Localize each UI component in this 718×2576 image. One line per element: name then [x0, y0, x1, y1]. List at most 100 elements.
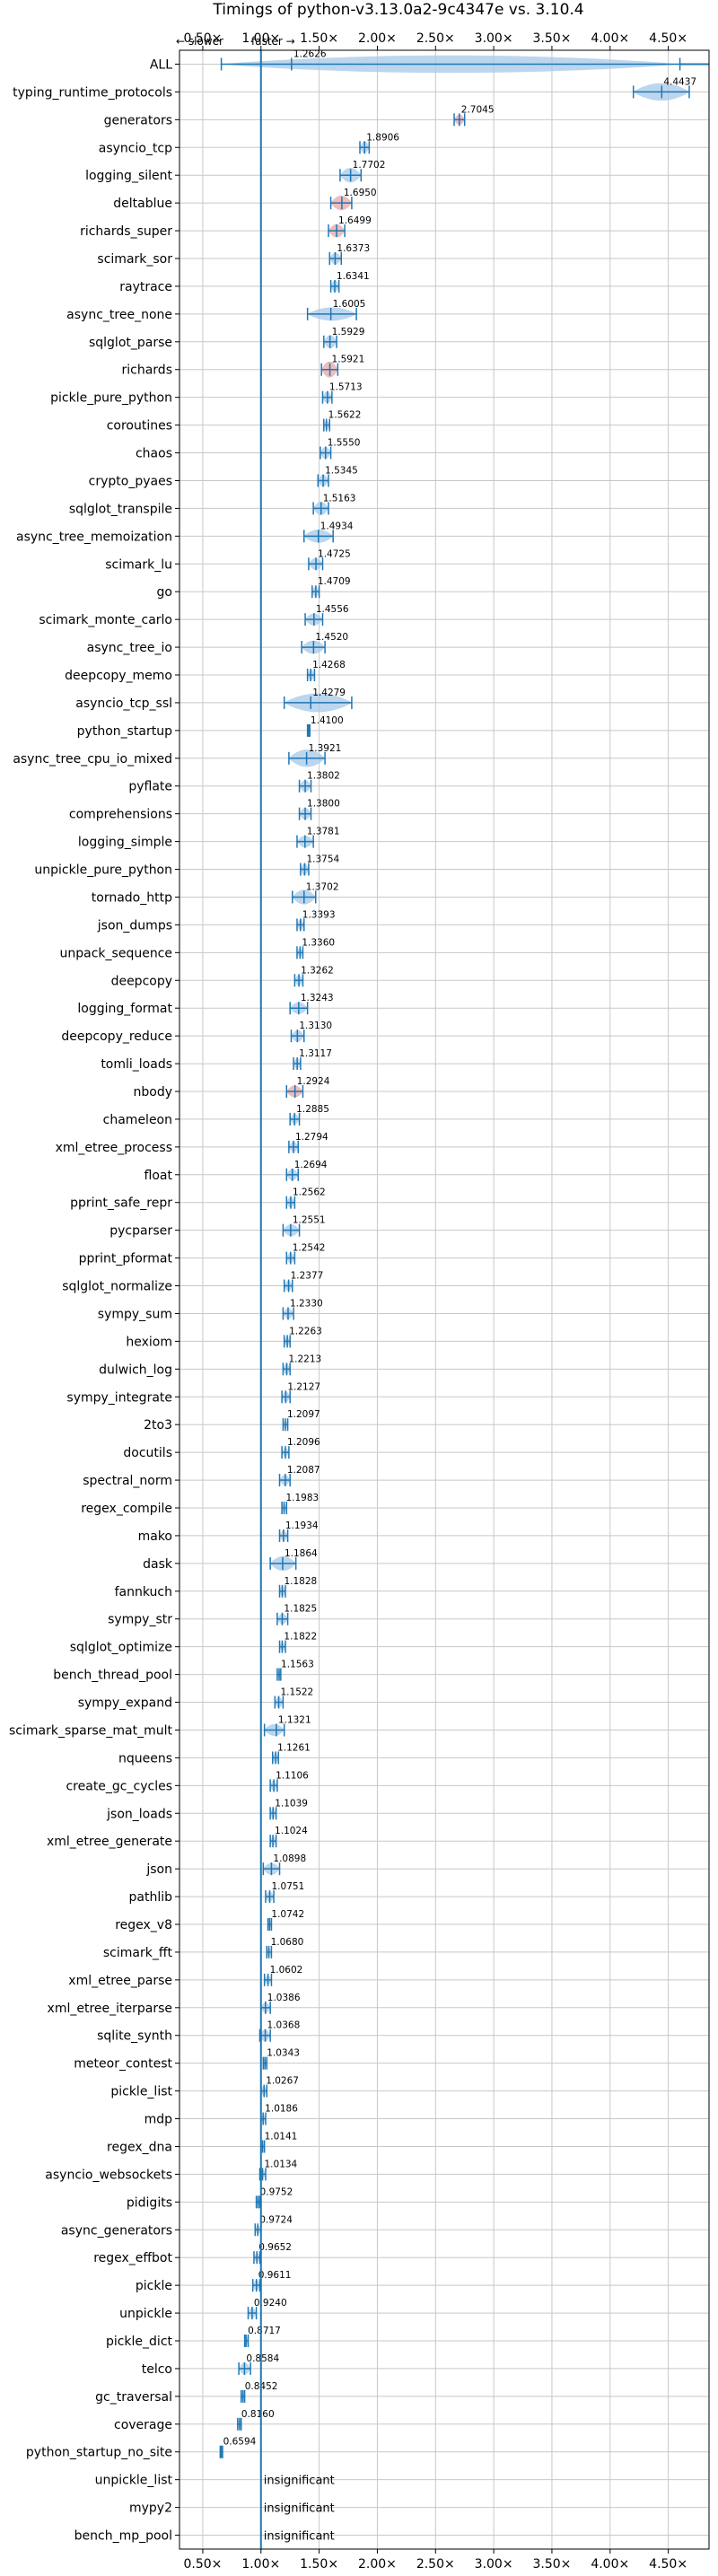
x-tick-label-bottom: 3.00× — [475, 2557, 513, 2572]
value-label: 1.2097 — [287, 1409, 320, 1420]
x-tick-label-bottom: 4.00× — [591, 2557, 629, 2572]
value-label: 1.4268 — [312, 660, 346, 670]
benchmark-label: sympy_integrate — [66, 1390, 172, 1405]
value-label: 1.1522 — [281, 1687, 314, 1698]
benchmark-label: create_gc_cycles — [66, 1779, 172, 1793]
benchmark-label: mypy2 — [129, 2502, 172, 2516]
benchmark-label: bench_thread_pool — [53, 1669, 172, 1683]
benchmark-label: sympy_expand — [78, 1696, 172, 1711]
benchmark-label: bench_mp_pool — [74, 2529, 172, 2544]
benchmark-label: async_tree_none — [66, 308, 172, 322]
benchmark-label: xml_etree_parse — [68, 1974, 172, 1988]
benchmark-label: 2to3 — [144, 1418, 172, 1433]
value-label: 1.2885 — [296, 1104, 329, 1115]
benchmark-label: pickle_dict — [106, 2335, 173, 2349]
value-label: 1.1321 — [278, 1714, 311, 1725]
benchmark-label: generators — [104, 113, 172, 127]
benchmark-label: richards — [122, 364, 173, 378]
benchmark-label: sqlite_synth — [97, 2029, 172, 2044]
benchmark-label: sympy_str — [108, 1613, 172, 1627]
x-tick-label-top: 3.00× — [475, 31, 513, 46]
value-label: 1.2924 — [297, 1076, 330, 1087]
benchmark-label: async_generators — [61, 2223, 172, 2238]
insignificant-label: insignificant — [264, 2502, 335, 2516]
plot-frame — [179, 49, 710, 2550]
benchmark-label: coverage — [114, 2418, 172, 2432]
value-label: 1.6005 — [333, 299, 366, 310]
benchmark-label: sqlglot_transpile — [69, 502, 172, 516]
benchmark-label: comprehensions — [69, 808, 172, 822]
value-label: 1.2096 — [287, 1437, 320, 1448]
value-label: 1.2542 — [293, 1243, 326, 1254]
value-label: 1.5345 — [325, 465, 358, 476]
benchmark-label: scimark_monte_carlo — [39, 613, 172, 627]
x-tick-label-bottom: 1.00× — [241, 2557, 280, 2572]
value-label: 1.2377 — [291, 1271, 324, 1282]
x-tick-label-top: 3.50× — [532, 31, 571, 46]
benchmark-label: meteor_contest — [74, 2057, 172, 2072]
value-label: 0.8584 — [246, 2353, 279, 2364]
benchmark-label: pyflate — [128, 780, 172, 794]
value-label: 1.4100 — [311, 715, 344, 726]
value-label: 0.9240 — [254, 2298, 287, 2309]
value-label: 4.4437 — [663, 76, 696, 87]
value-label: 1.2694 — [294, 1160, 328, 1170]
benchmark-label: deepcopy_reduce — [61, 1030, 172, 1044]
benchmark-label: nqueens — [118, 1751, 172, 1766]
axes: 0.50× 0.50× 1.00× 1.00× 1.50× 1.50× 2.00× 2.00×… — [9, 31, 710, 2572]
value-label: 1.4556 — [316, 604, 349, 615]
value-label: 2.7045 — [461, 104, 495, 115]
benchmark-label: richards_super — [80, 224, 172, 239]
value-label: 1.0386 — [267, 1993, 301, 2003]
value-label: 1.0602 — [270, 1965, 303, 1976]
benchmark-label: spectral_norm — [83, 1474, 172, 1488]
benchmark-label: float — [144, 1169, 173, 1183]
x-tick-label-top: 4.00× — [591, 31, 629, 46]
value-label: 1.5929 — [332, 327, 365, 337]
value-label: 1.1024 — [275, 1826, 308, 1836]
benchmark-label: python_startup — [77, 724, 172, 739]
value-label: 1.3781 — [307, 827, 340, 837]
value-label: 1.7702 — [353, 160, 386, 171]
value-label: 1.3117 — [299, 1048, 332, 1059]
benchmark-label: pycparser — [109, 1224, 172, 1239]
benchmark-label: regex_effbot — [93, 2251, 172, 2265]
value-label: 1.0680 — [271, 1937, 304, 1948]
x-tick-label-bottom: 3.50× — [532, 2557, 571, 2572]
value-label: 1.0186 — [265, 2104, 298, 2115]
value-label: 1.3262 — [301, 965, 334, 976]
benchmark-label: mdp — [144, 2113, 173, 2127]
benchmark-label: regex_compile — [81, 1502, 172, 1516]
value-label: 1.3754 — [306, 854, 339, 865]
benchmark-label: deepcopy_memo — [65, 669, 172, 683]
value-label: 1.2213 — [288, 1354, 321, 1364]
benchmark-label: coroutines — [107, 419, 172, 434]
benchmark-label: scimark_sor — [97, 252, 172, 267]
benchmark-label: hexiom — [126, 1335, 172, 1349]
value-label: 1.3921 — [309, 743, 342, 754]
x-tick-label-bottom: 1.50× — [300, 2557, 338, 2572]
x-tick-label-top: 1.00× — [241, 31, 280, 46]
value-label: 1.0751 — [272, 1881, 305, 1892]
benchmark-label: deepcopy — [111, 974, 172, 988]
value-label: 1.2562 — [293, 1187, 326, 1198]
benchmark-label: xml_etree_process — [56, 1141, 172, 1155]
value-label: 1.2263 — [289, 1326, 322, 1336]
benchmark-label: pickle_pure_python — [50, 391, 172, 406]
value-label: 1.1825 — [284, 1604, 317, 1615]
x-tick-label-top: 0.50× — [183, 31, 222, 46]
value-label: 1.0742 — [271, 1909, 304, 1920]
value-label: 1.5550 — [328, 438, 361, 449]
benchmark-label: gc_traversal — [95, 2390, 172, 2405]
x-tick-label-bottom: 2.00× — [358, 2557, 397, 2572]
value-label: 1.0267 — [266, 2076, 299, 2087]
value-label: 1.5622 — [328, 410, 362, 421]
value-label: 1.1563 — [281, 1660, 314, 1670]
benchmark-label: unpack_sequence — [60, 946, 172, 960]
value-label: 0.9652 — [258, 2242, 292, 2253]
benchmark-label: scimark_lu — [105, 557, 172, 572]
benchmark-label: deltablue — [113, 197, 172, 211]
benchmark-label: asyncio_websockets — [45, 2168, 172, 2182]
value-label: 1.3802 — [307, 771, 340, 782]
